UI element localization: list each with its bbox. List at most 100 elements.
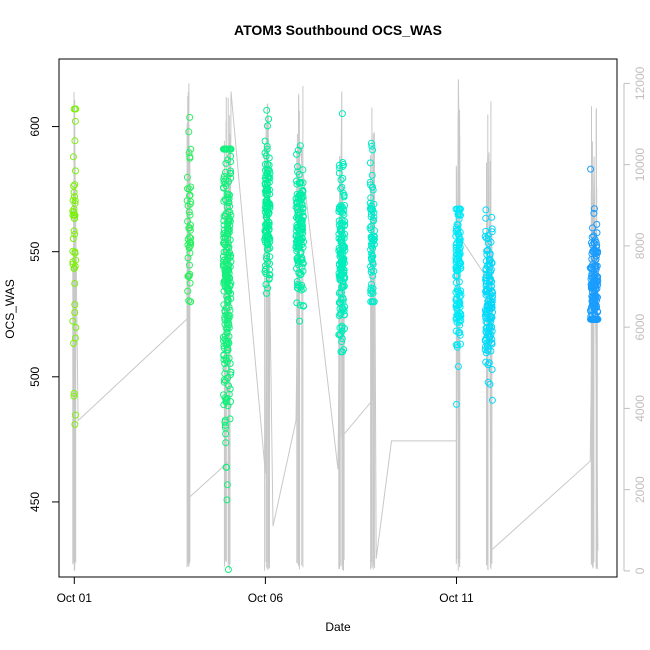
data-point: [71, 230, 79, 238]
data-point: [298, 256, 306, 264]
data-point: [299, 212, 307, 220]
data-point: [486, 250, 494, 258]
data-point: [335, 169, 343, 177]
data-point: [186, 261, 193, 269]
data-point: [222, 463, 230, 471]
data-point: [369, 252, 377, 260]
data-point: [224, 273, 232, 281]
data-point: [295, 282, 302, 290]
data-point: [186, 113, 194, 121]
data-point: [454, 225, 462, 233]
data-point: [220, 378, 228, 386]
right-tick-label: 6000: [633, 313, 647, 340]
data-point: [71, 211, 79, 219]
data-point: [368, 256, 376, 264]
data-point: [70, 389, 78, 397]
data-point: [186, 298, 194, 306]
data-point: [265, 221, 273, 229]
data-point: [485, 260, 493, 268]
data-point: [71, 280, 79, 287]
data-point: [367, 268, 375, 276]
data-point: [265, 161, 273, 169]
data-point: [221, 332, 229, 340]
data-point: [296, 142, 304, 150]
data-point: [590, 232, 598, 240]
data-point: [292, 203, 300, 211]
data-point: [339, 174, 347, 182]
data-point: [340, 161, 347, 168]
data-point: [264, 122, 271, 130]
data-point: [186, 192, 193, 200]
data-point: [367, 202, 375, 210]
data-point: [484, 378, 492, 386]
data-point: [69, 317, 77, 325]
data-point: [338, 338, 346, 346]
data-point: [457, 317, 465, 324]
data-point: [220, 351, 228, 359]
data-point: [341, 243, 348, 251]
data-point: [261, 149, 269, 157]
data-point: [298, 223, 306, 231]
data-point: [227, 169, 235, 177]
data-point: [593, 307, 601, 315]
data-point: [338, 324, 346, 332]
data-point: [487, 282, 495, 290]
x-tick-label: Oct 06: [248, 591, 284, 605]
data-point: [337, 257, 345, 265]
data-point: [224, 338, 232, 346]
data-point: [70, 182, 78, 190]
data-point: [220, 230, 228, 237]
data-point: [294, 146, 302, 154]
data-point: [223, 328, 231, 336]
data-point: [71, 248, 79, 256]
data-point: [487, 266, 495, 274]
data-point: [367, 206, 375, 214]
data-point: [457, 259, 465, 267]
data-point: [337, 176, 345, 184]
data-point: [455, 246, 463, 254]
data-point: [367, 226, 375, 234]
data-point: [71, 215, 78, 222]
data-point: [482, 265, 490, 273]
axes-layer: 450 500 550 600 Oct 01 Oct 06 Oct 11 0 2000 4000 6…: [28, 66, 647, 605]
data-point: [184, 254, 192, 262]
data-point: [227, 290, 235, 297]
data-point: [71, 117, 79, 125]
data-point: [366, 178, 374, 186]
data-point: [187, 221, 194, 229]
data-point: [482, 308, 490, 316]
x-tick-label: Oct 11: [439, 591, 474, 605]
data-point: [263, 227, 271, 235]
data-point: [337, 207, 345, 214]
data-point: [488, 340, 496, 348]
data-point: [71, 309, 79, 316]
data-point: [488, 366, 496, 373]
data-point: [455, 205, 463, 213]
data-point: [338, 283, 346, 291]
y-tick-label: 450: [28, 492, 42, 512]
data-point: [186, 211, 194, 219]
data-point: [368, 288, 376, 296]
data-point: [367, 246, 375, 254]
data-point: [457, 287, 465, 295]
data-point: [589, 224, 596, 232]
data-point: [590, 301, 598, 309]
data-point: [483, 329, 491, 337]
data-point: [487, 331, 495, 339]
data-point: [226, 249, 233, 257]
data-point: [293, 256, 301, 264]
data-point: [261, 234, 269, 242]
data-point: [368, 298, 376, 306]
data-point: [71, 193, 78, 201]
data-point: [298, 254, 306, 262]
overlay-line-series: [73, 79, 599, 571]
data-point: [488, 225, 496, 233]
data-point: [222, 439, 230, 447]
data-point: [187, 241, 195, 249]
data-point: [452, 224, 460, 232]
data-point: [224, 346, 232, 354]
data-point: [300, 302, 308, 310]
x-tick-label: Oct 01: [57, 591, 93, 605]
data-point: [186, 154, 194, 162]
data-point: [219, 262, 227, 270]
